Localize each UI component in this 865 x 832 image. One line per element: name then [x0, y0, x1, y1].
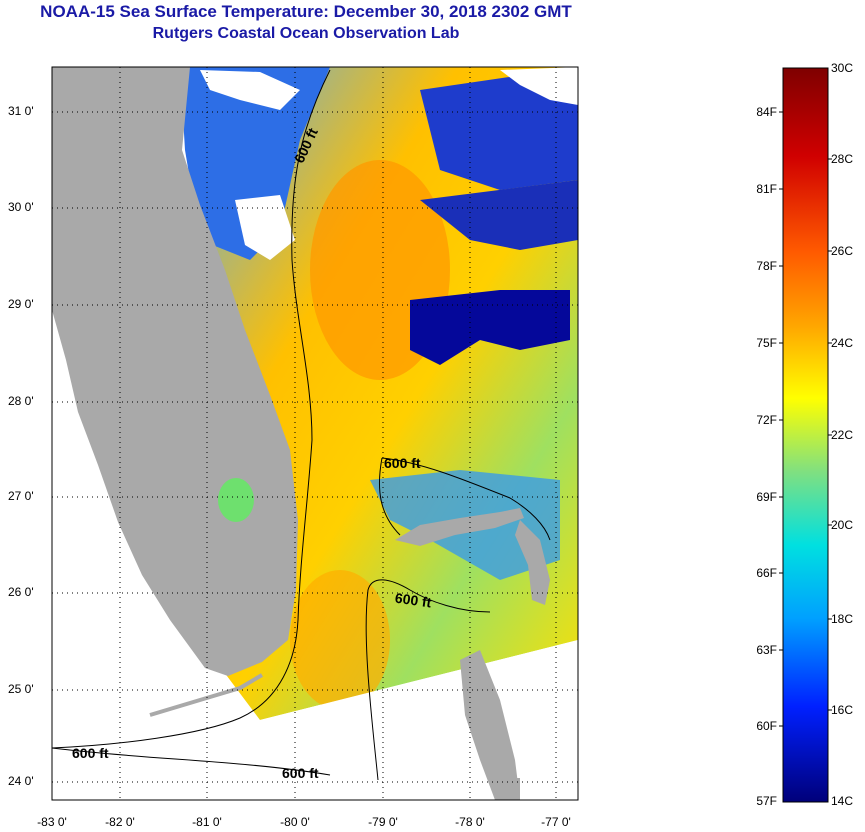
cb-c-16: 16C [831, 703, 854, 717]
cb-f-66: 66F [756, 566, 777, 580]
cb-f-72: 72F [756, 413, 777, 427]
lon-label-79: -79 0' [368, 815, 398, 829]
cb-f-81: 81F [756, 182, 777, 196]
cb-c-20: 20C [831, 518, 854, 532]
florida-keys [149, 673, 264, 717]
lat-label-25: 25 0' [8, 682, 34, 696]
map-subtitle: Rutgers Coastal Ocean Observation Lab [152, 25, 460, 42]
cold-water-northeast [420, 67, 578, 190]
isobath-600ft-bahamas [378, 457, 551, 541]
colorbar [782, 67, 829, 803]
cold-patch-east [420, 180, 578, 250]
graticule [52, 67, 578, 800]
cb-c-18: 18C [831, 612, 854, 626]
grand-bahama [395, 508, 524, 546]
contour-label-2: 600 ft [384, 455, 421, 471]
lat-label-31: 31 0' [8, 104, 34, 118]
map-frame [51, 66, 579, 801]
lat-label-26: 26 0' [8, 585, 34, 599]
warm-core-south [290, 570, 390, 710]
lat-label-27: 27 0' [8, 489, 34, 503]
cloud-northeast [500, 67, 578, 105]
lake-okeechobee [218, 478, 254, 522]
isobath-600ft-south [51, 747, 331, 776]
cb-c-22: 22C [831, 428, 854, 442]
abaco-island [515, 520, 550, 605]
lon-label-77: -77 0' [541, 815, 571, 829]
cold-water-north [180, 67, 330, 260]
lat-label-30: 30 0' [8, 200, 34, 214]
cb-f-60: 60F [756, 719, 777, 733]
cb-c-28: 28C [831, 152, 854, 166]
lon-label-78: -78 0' [455, 815, 485, 829]
florida-land [52, 67, 298, 676]
lon-label-83: -83 0' [37, 815, 67, 829]
cb-f-63: 63F [756, 643, 777, 657]
contour-label-4: 600 ft [72, 745, 109, 761]
cb-f-84: 84F [756, 105, 777, 119]
cloud-north [200, 70, 300, 110]
lon-label-81: -81 0' [192, 815, 222, 829]
lat-label-24: 24 0' [8, 774, 34, 788]
cb-c-26: 26C [831, 244, 854, 258]
cb-c-14: 14C [831, 794, 854, 808]
map-title: NOAA-15 Sea Surface Temperature: Decembe… [40, 2, 572, 21]
cb-c-30: 30C [831, 61, 854, 75]
isobath-600ft-tongue [365, 579, 491, 781]
cb-f-69: 69F [756, 490, 777, 504]
contour-label-5: 600 ft [282, 765, 319, 781]
cb-f-75: 75F [756, 336, 777, 350]
lat-label-28: 28 0' [8, 394, 34, 408]
cb-f-78: 78F [756, 259, 777, 273]
cuba-land [502, 778, 520, 800]
isobath-600ft-coastal [51, 69, 331, 749]
cold-patch-mid [410, 290, 570, 365]
cb-f-57: 57F [756, 794, 777, 808]
andros-land [460, 650, 520, 800]
lon-label-80: -80 0' [280, 815, 310, 829]
colorbar-ticks [779, 111, 832, 727]
contour-label-3: 600 ft [394, 590, 433, 611]
lon-label-82: -82 0' [105, 815, 135, 829]
lat-label-29: 29 0' [8, 297, 34, 311]
cloud-west [235, 195, 295, 260]
cb-c-24: 24C [831, 336, 854, 350]
